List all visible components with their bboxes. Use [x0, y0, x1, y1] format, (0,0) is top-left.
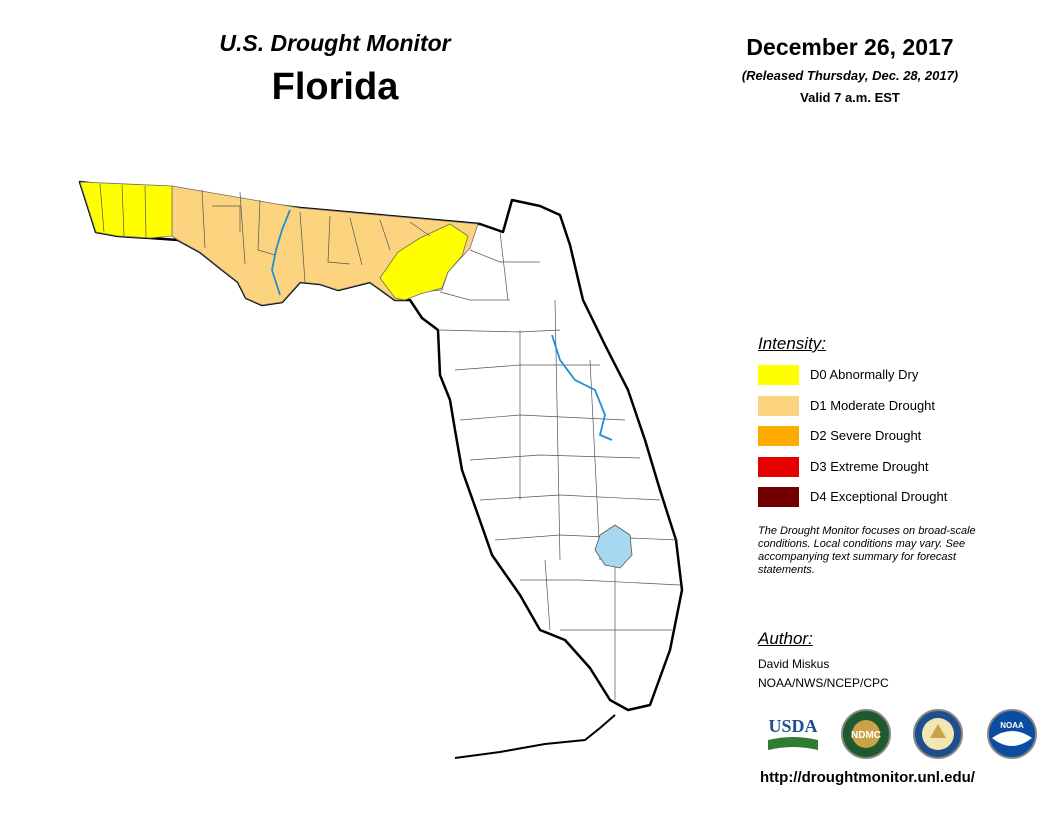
- ndmc-logo-text: NDMC: [851, 730, 881, 741]
- legend-label: D1 Moderate Drought: [810, 398, 936, 413]
- legend-swatch: [758, 457, 799, 477]
- d0-area-west: [79, 181, 173, 239]
- legend-swatch: [758, 365, 799, 385]
- valid-time: Valid 7 a.m. EST: [800, 90, 900, 105]
- florida-keys: [454, 714, 616, 759]
- st-johns-river: [551, 334, 613, 441]
- legend-swatch: [758, 396, 799, 416]
- author-title: Author:: [758, 629, 813, 648]
- legend-item-d2: D2 Severe Drought: [758, 426, 998, 446]
- legend-item-d0: D0 Abnormally Dry: [758, 365, 998, 385]
- legend-label: D4 Exceptional Drought: [810, 489, 948, 504]
- commerce-seal-icon: [913, 709, 963, 759]
- map-date: December 26, 2017: [746, 34, 954, 60]
- author-org: NOAA/NWS/NCEP/CPC: [758, 676, 889, 690]
- apalachicola-river: [271, 209, 291, 296]
- legend-swatch: [758, 426, 799, 446]
- legend-item-d1: D1 Moderate Drought: [758, 396, 998, 416]
- ndmc-logo-icon: NDMC: [841, 709, 891, 759]
- legend-item-d4: D4 Exceptional Drought: [758, 487, 998, 507]
- author-name: David Miskus: [758, 657, 830, 671]
- noaa-logo-text: NOAA: [1000, 721, 1024, 730]
- map-title: U.S. Drought Monitor: [219, 30, 451, 56]
- legend-label: D2 Severe Drought: [810, 428, 922, 443]
- state-name: Florida: [271, 66, 399, 108]
- legend-swatch: [758, 487, 799, 507]
- noaa-logo-icon: NOAA: [987, 709, 1037, 759]
- legend-label: D0 Abnormally Dry: [810, 367, 919, 382]
- florida-drought-map: [78, 180, 684, 759]
- legend-label: D3 Extreme Drought: [810, 459, 929, 474]
- usda-logo-icon: USDA: [768, 716, 818, 750]
- d0-area-central: [379, 223, 469, 301]
- website-link[interactable]: http://droughtmonitor.unl.edu/: [760, 769, 975, 786]
- legend-title: Intensity:: [758, 334, 827, 353]
- disclaimer-note: The Drought Monitor focuses on broad-sca…: [758, 525, 976, 576]
- usda-logo-text: USDA: [768, 716, 817, 736]
- release-date: (Released Thursday, Dec. 28, 2017): [741, 68, 959, 83]
- county-lines: [99, 183, 681, 700]
- legend-item-d3: D3 Extreme Drought: [758, 457, 998, 477]
- lake-okeechobee: [594, 524, 633, 569]
